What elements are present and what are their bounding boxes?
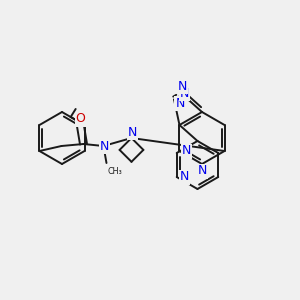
Text: N: N [180,87,189,100]
Text: N: N [176,97,185,110]
Text: N: N [182,145,191,158]
Text: N: N [197,164,207,178]
Text: N: N [180,170,189,184]
Text: CH₃: CH₃ [107,167,122,176]
Text: N: N [128,125,137,139]
Text: O: O [76,112,85,125]
Text: N: N [178,80,188,93]
Text: N: N [100,140,109,152]
